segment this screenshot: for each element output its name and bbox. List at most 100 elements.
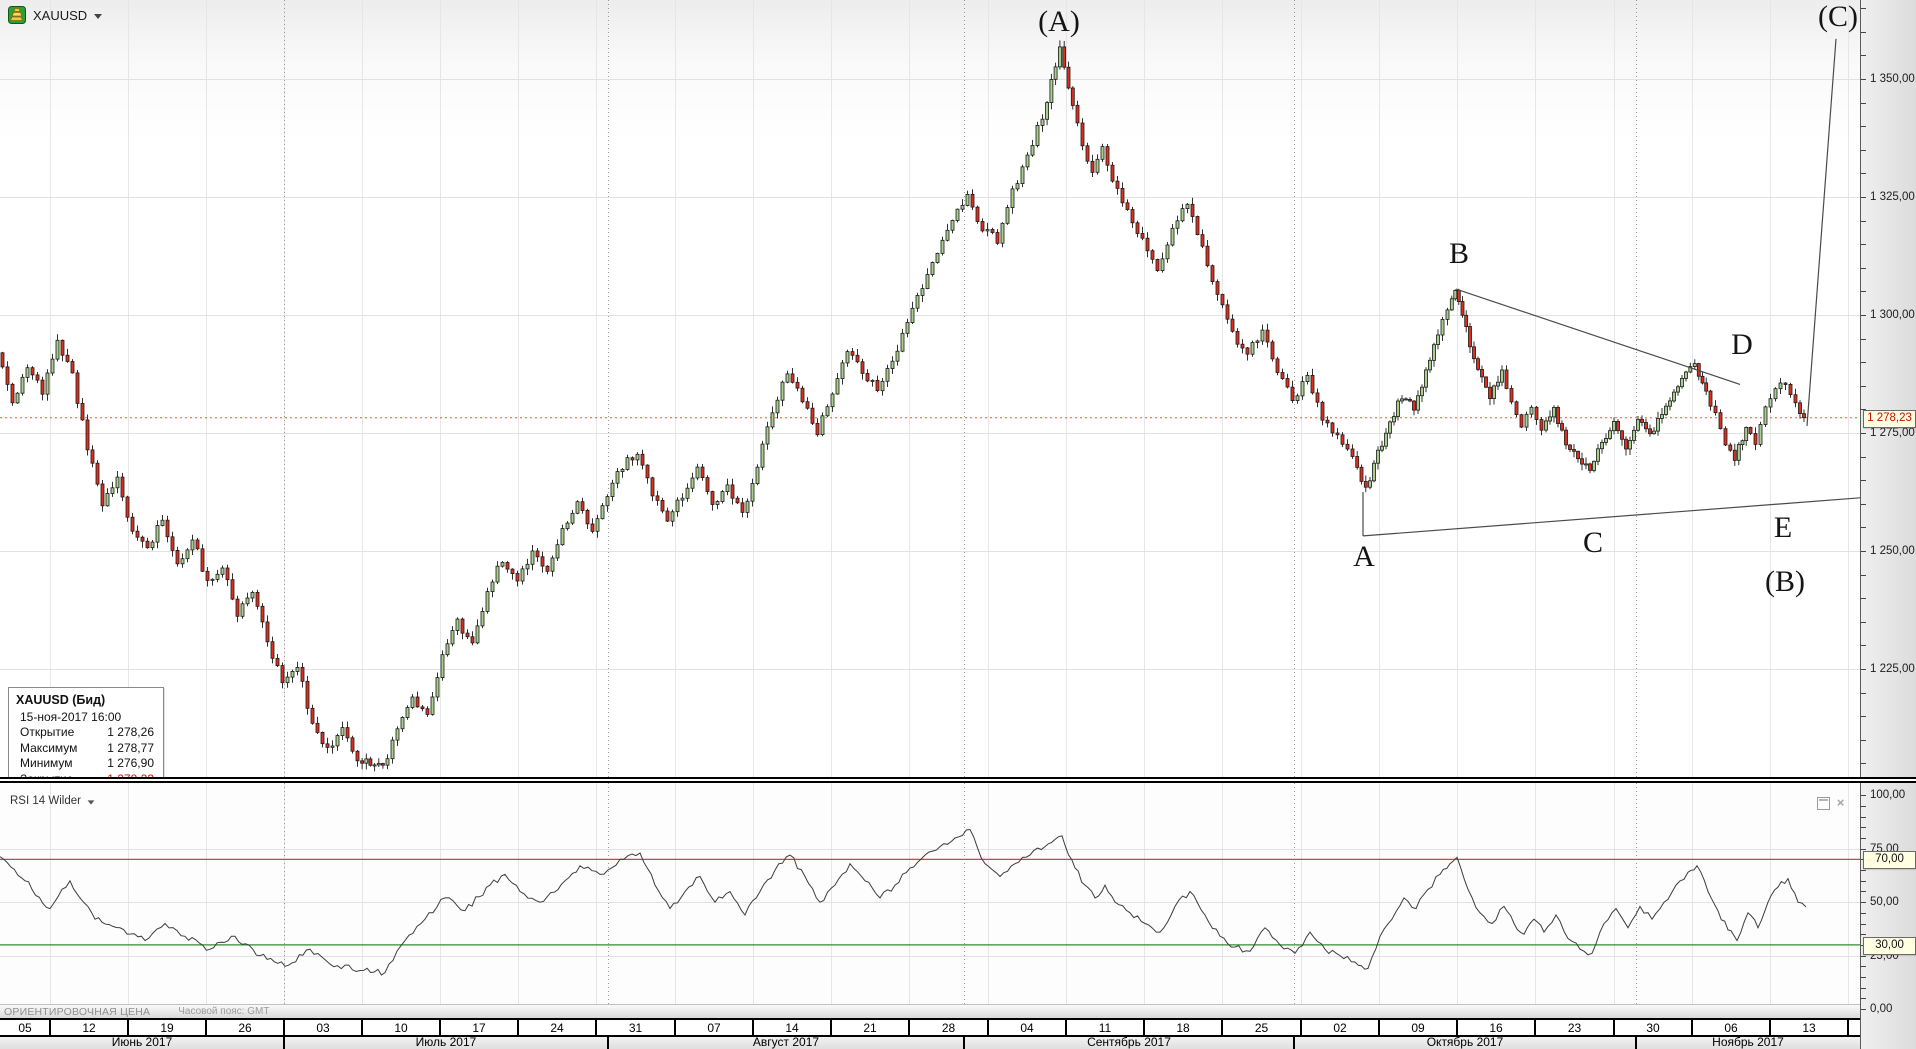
week-date-label: 25 <box>1254 1021 1269 1035</box>
axis-tick <box>1861 126 1866 127</box>
price-chart-panel: XAUUSD XAUUSD (Бид) 15-ноя-2017 16:00 От… <box>0 0 1860 794</box>
close-indicator-icon[interactable]: × <box>1836 795 1845 810</box>
axis-tick <box>1861 197 1866 198</box>
indicator-label: RSI 14 Wilder <box>10 795 81 807</box>
elliott-wave-label: A <box>1353 540 1375 573</box>
axis-tick <box>1861 291 1866 292</box>
axis-tick <box>1861 173 1866 174</box>
week-divider <box>49 1020 51 1035</box>
axis-tick <box>1861 849 1866 850</box>
week-divider <box>1456 1020 1458 1035</box>
week-date-label: 24 <box>550 1021 564 1035</box>
candles-layer <box>0 40 1806 772</box>
week-divider <box>1378 1020 1380 1035</box>
data-window-datetime: 15-ноя-2017 16:00 <box>20 709 122 724</box>
axis-tick <box>1861 977 1866 978</box>
data-window-title: XAUUSD (Бид) <box>16 693 106 707</box>
rsi-chart-canvas[interactable] <box>0 783 1860 1018</box>
elliott-wave-label: E <box>1773 511 1793 544</box>
week-divider <box>1065 1020 1067 1035</box>
week-date-label: 28 <box>941 1021 956 1035</box>
week-divider <box>595 1020 597 1035</box>
week-divider <box>674 1020 676 1035</box>
axis-tick <box>1861 32 1866 33</box>
axis-tick <box>1861 740 1866 741</box>
panel-separator[interactable] <box>0 777 1916 783</box>
week-divider <box>1300 1020 1302 1035</box>
price-grid <box>0 0 1860 777</box>
week-divider <box>987 1020 989 1035</box>
axis-tick <box>1861 339 1866 340</box>
restore-window-icon[interactable] <box>1817 797 1830 810</box>
week-divider <box>205 1020 207 1035</box>
week-date-label: 31 <box>628 1021 643 1035</box>
axis-tick <box>1861 693 1866 694</box>
week-date-label: 07 <box>707 1021 721 1035</box>
week-date-label: 26 <box>238 1021 252 1035</box>
time-axis-months[interactable]: Июнь 2017 Июль 2017 Август 2017 Сентябрь 20… <box>0 1035 1860 1049</box>
axis-tick <box>1861 150 1866 151</box>
axis-label: 1 350,00 <box>1870 73 1915 85</box>
axis-tick <box>1861 795 1866 796</box>
week-date-label: 06 <box>1724 1021 1738 1035</box>
axis-tick <box>1861 924 1866 925</box>
week-date-label: 10 <box>394 1021 408 1035</box>
axis-tick <box>1861 881 1866 882</box>
axis-tick <box>1861 988 1866 989</box>
elliott-wave-label: (A) <box>1038 5 1080 38</box>
axis-tick <box>1861 244 1866 245</box>
axis-tick <box>1861 315 1866 316</box>
week-date-label: 14 <box>785 1021 799 1035</box>
week-divider <box>361 1020 363 1035</box>
axis-tick <box>1861 669 1866 670</box>
current-price-badge: 1 278,23 <box>1863 410 1916 428</box>
chevron-down-icon <box>94 13 103 19</box>
symbol-selector[interactable]: XAUUSD <box>8 6 103 24</box>
week-date-label: 03 <box>316 1021 330 1035</box>
month-label: Июнь 2017 <box>111 1035 173 1049</box>
month-divider <box>607 1035 609 1049</box>
axis-tick <box>1861 817 1866 818</box>
low-value: 1 276,90 <box>107 756 154 770</box>
elliott-wave-label: D <box>1731 328 1753 361</box>
price-chart-canvas[interactable] <box>0 0 1860 777</box>
week-date-label: 19 <box>160 1021 174 1035</box>
axis-tick <box>1861 8 1866 9</box>
week-date-label: 04 <box>1020 1021 1034 1035</box>
week-divider <box>127 1020 129 1035</box>
time-axis-weeks[interactable]: 05 12 19 26 03 10 17 24 31 07 14 21 28 04 11 18 25 02 09 16… <box>0 1018 1860 1037</box>
month-label: Октябрь 2017 <box>1426 1035 1504 1049</box>
axis-tick <box>1861 386 1866 387</box>
axis-tick <box>1861 934 1866 935</box>
axis-tick <box>1861 645 1866 646</box>
month-label: Август 2017 <box>752 1035 820 1049</box>
axis-tick <box>1861 827 1866 828</box>
week-date-label: 02 <box>1333 1021 1347 1035</box>
week-date-label: 30 <box>1646 1021 1660 1035</box>
axis-tick <box>1861 891 1866 892</box>
axis-tick <box>1861 998 1866 999</box>
gold-ingots-icon <box>8 6 26 24</box>
rsi-upper-level-badge: 70,00 <box>1863 851 1916 869</box>
axis-tick <box>1861 598 1866 599</box>
axis-tick <box>1861 956 1866 957</box>
week-date-label: 11 <box>1098 1021 1112 1035</box>
week-date-label: 23 <box>1567 1021 1582 1035</box>
axis-tick <box>1861 268 1866 269</box>
trendlines[interactable] <box>1362 38 1860 537</box>
value-axis[interactable]: 1 278,23 70,00 30,00 1 350,00 1 325,00 1 3… <box>1860 0 1916 1049</box>
indicator-selector[interactable]: RSI 14 Wilder <box>10 795 95 807</box>
elliott-wave-label: (C) <box>1818 0 1858 33</box>
month-label: Июль 2017 <box>415 1035 477 1049</box>
week-date-label: 18 <box>1176 1021 1190 1035</box>
week-date-label: 21 <box>863 1021 877 1035</box>
month-label: Сентябрь 2017 <box>1087 1035 1171 1049</box>
axis-tick <box>1861 763 1866 764</box>
axis-tick <box>1861 409 1866 410</box>
axis-tick <box>1861 913 1866 914</box>
axis-tick <box>1861 221 1866 222</box>
week-date-label: 12 <box>82 1021 96 1035</box>
week-divider <box>1613 1020 1615 1035</box>
axis-label: 0,00 <box>1870 1003 1893 1015</box>
